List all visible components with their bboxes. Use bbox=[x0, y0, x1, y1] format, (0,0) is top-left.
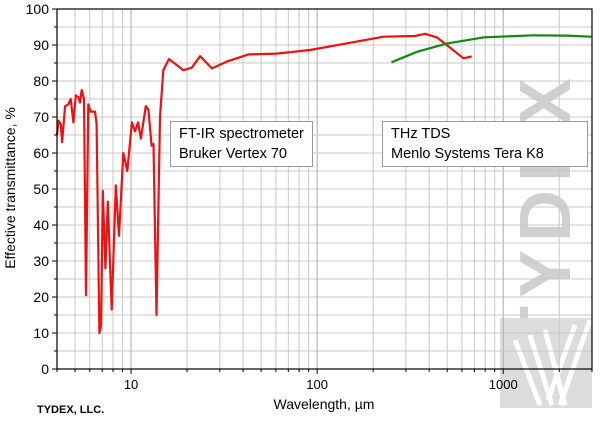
y-tick-label: 0 bbox=[41, 361, 49, 377]
x-tick-label: 100 bbox=[306, 377, 328, 392]
series-line-0 bbox=[55, 32, 472, 335]
watermark-text: TYDEX bbox=[506, 70, 586, 350]
y-tick-label: 70 bbox=[33, 109, 49, 125]
y-tick-label: 80 bbox=[33, 73, 49, 89]
x-tick-label: 1000 bbox=[489, 377, 518, 392]
series-line-1 bbox=[391, 34, 592, 64]
legend-ftir-line1: FT-IR spectrometer bbox=[179, 126, 304, 142]
y-tick-label: 100 bbox=[26, 1, 50, 17]
y-tick-label: 20 bbox=[33, 289, 49, 305]
y-tick-label: 10 bbox=[33, 325, 49, 341]
legend-thz-line2: Menlo Systems Tera K8 bbox=[391, 146, 544, 162]
y-tick-label: 40 bbox=[33, 217, 49, 233]
y-tick-label: 90 bbox=[33, 37, 49, 53]
legend-thz: THz TDS Menlo Systems Tera K8 bbox=[382, 121, 588, 167]
x-axis-label: Wavelength, µm bbox=[273, 396, 375, 412]
watermark-logo-strokes bbox=[512, 319, 593, 406]
y-tick-label: 60 bbox=[33, 145, 49, 161]
legend-thz-line1: THz TDS bbox=[391, 126, 451, 142]
y-tick-label: 50 bbox=[33, 181, 49, 197]
footer-company: TYDEX, LLC. bbox=[37, 404, 105, 416]
plot-frame bbox=[56, 8, 593, 370]
legend-ftir: FT-IR spectrometer Bruker Vertex 70 bbox=[170, 121, 313, 167]
y-tick-label: 30 bbox=[33, 253, 49, 269]
legend-ftir-line2: Bruker Vertex 70 bbox=[179, 146, 287, 162]
x-tick-label: 10 bbox=[124, 377, 138, 392]
y-axis-label: Effective transmittance, % bbox=[2, 107, 18, 269]
